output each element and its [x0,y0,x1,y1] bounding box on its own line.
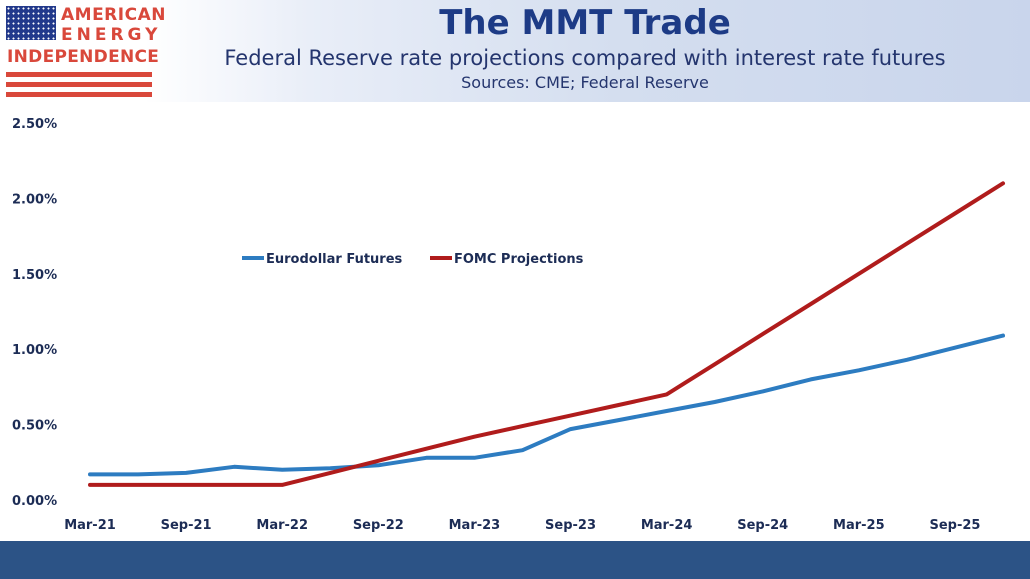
data-point [472,435,476,439]
x-tick-label: Mar-25 [833,518,885,533]
data-point [905,358,909,362]
data-point [184,483,188,487]
x-tick-label: Sep-22 [353,518,404,533]
chart-title: The MMT Trade [439,3,731,43]
legend-label: FOMC Projections [454,252,584,267]
data-point [328,471,332,475]
data-point [520,424,524,428]
american-energy-independence-logo[interactable]: AMERICAN ENERGY INDEPENDENCE [6,6,165,98]
data-point [232,483,236,487]
data-point [617,403,621,407]
y-tick-label: 0.00% [12,494,57,509]
data-point [280,483,284,487]
logo-stripe [6,72,152,77]
data-point [520,448,524,452]
us-flag-icon [6,6,56,40]
data-point [809,302,813,306]
data-point [761,389,765,393]
data-point [1001,334,1005,338]
data-point [472,456,476,460]
data-point [136,483,140,487]
data-point [665,392,669,396]
x-tick-label: Mar-21 [64,518,116,533]
chart-header: AMERICAN ENERGY INDEPENDENCE The MMT Tra… [0,0,1030,102]
data-point [328,466,332,470]
logo-line-american: AMERICAN [61,5,166,25]
data-point [376,463,380,467]
x-tick-label: Sep-23 [545,518,596,533]
data-point [665,409,669,413]
data-point [569,427,573,431]
rate-projection-chart: 0.00% 0.50% 1.00% 1.50% 2.00% 2.50% Mar-21 Sep-… [12,117,1005,533]
data-point [953,346,957,350]
data-point [232,465,236,469]
data-point [424,456,428,460]
legend-label: Eurodollar Futures [266,252,403,267]
chart-subtitle: Federal Reserve rate projections compare… [224,46,946,70]
data-point [569,414,573,418]
series-line-fomc-projections [88,181,1005,487]
data-point [88,483,92,487]
y-tick-label: 2.50% [12,117,57,132]
data-point [280,468,284,472]
y-tick-label: 0.50% [12,419,57,434]
data-point [88,472,92,476]
y-tick-label: 1.50% [12,268,57,283]
data-point [761,332,765,336]
data-point [713,362,717,366]
data-point [376,459,380,463]
data-point [424,447,428,451]
x-tick-label: Sep-21 [161,518,212,533]
data-point [136,472,140,476]
data-point [905,242,909,246]
chart-sources: Sources: CME; Federal Reserve [461,73,709,92]
data-point [809,377,813,381]
data-point [713,400,717,404]
y-tick-label: 1.00% [12,343,57,358]
logo-line-energy: ENERGY [61,25,162,45]
x-tick-label: Sep-25 [929,518,980,533]
logo-stripe [6,92,152,97]
data-point [184,471,188,475]
logo-stripe [6,82,152,87]
y-tick-label: 2.00% [12,192,57,207]
x-tick-label: Mar-24 [641,518,693,533]
x-tick-label: Mar-22 [256,518,308,533]
x-tick-label: Mar-23 [449,518,501,533]
series-line-eurodollar-futures [88,333,1005,477]
data-point [857,368,861,372]
x-tick-label: Sep-24 [737,518,788,533]
footer-bar [0,541,1030,579]
logo-line-independence: INDEPENDENCE [7,47,160,67]
data-point [1001,181,1005,185]
data-point [857,272,861,276]
data-point [953,211,957,215]
data-point [617,418,621,422]
